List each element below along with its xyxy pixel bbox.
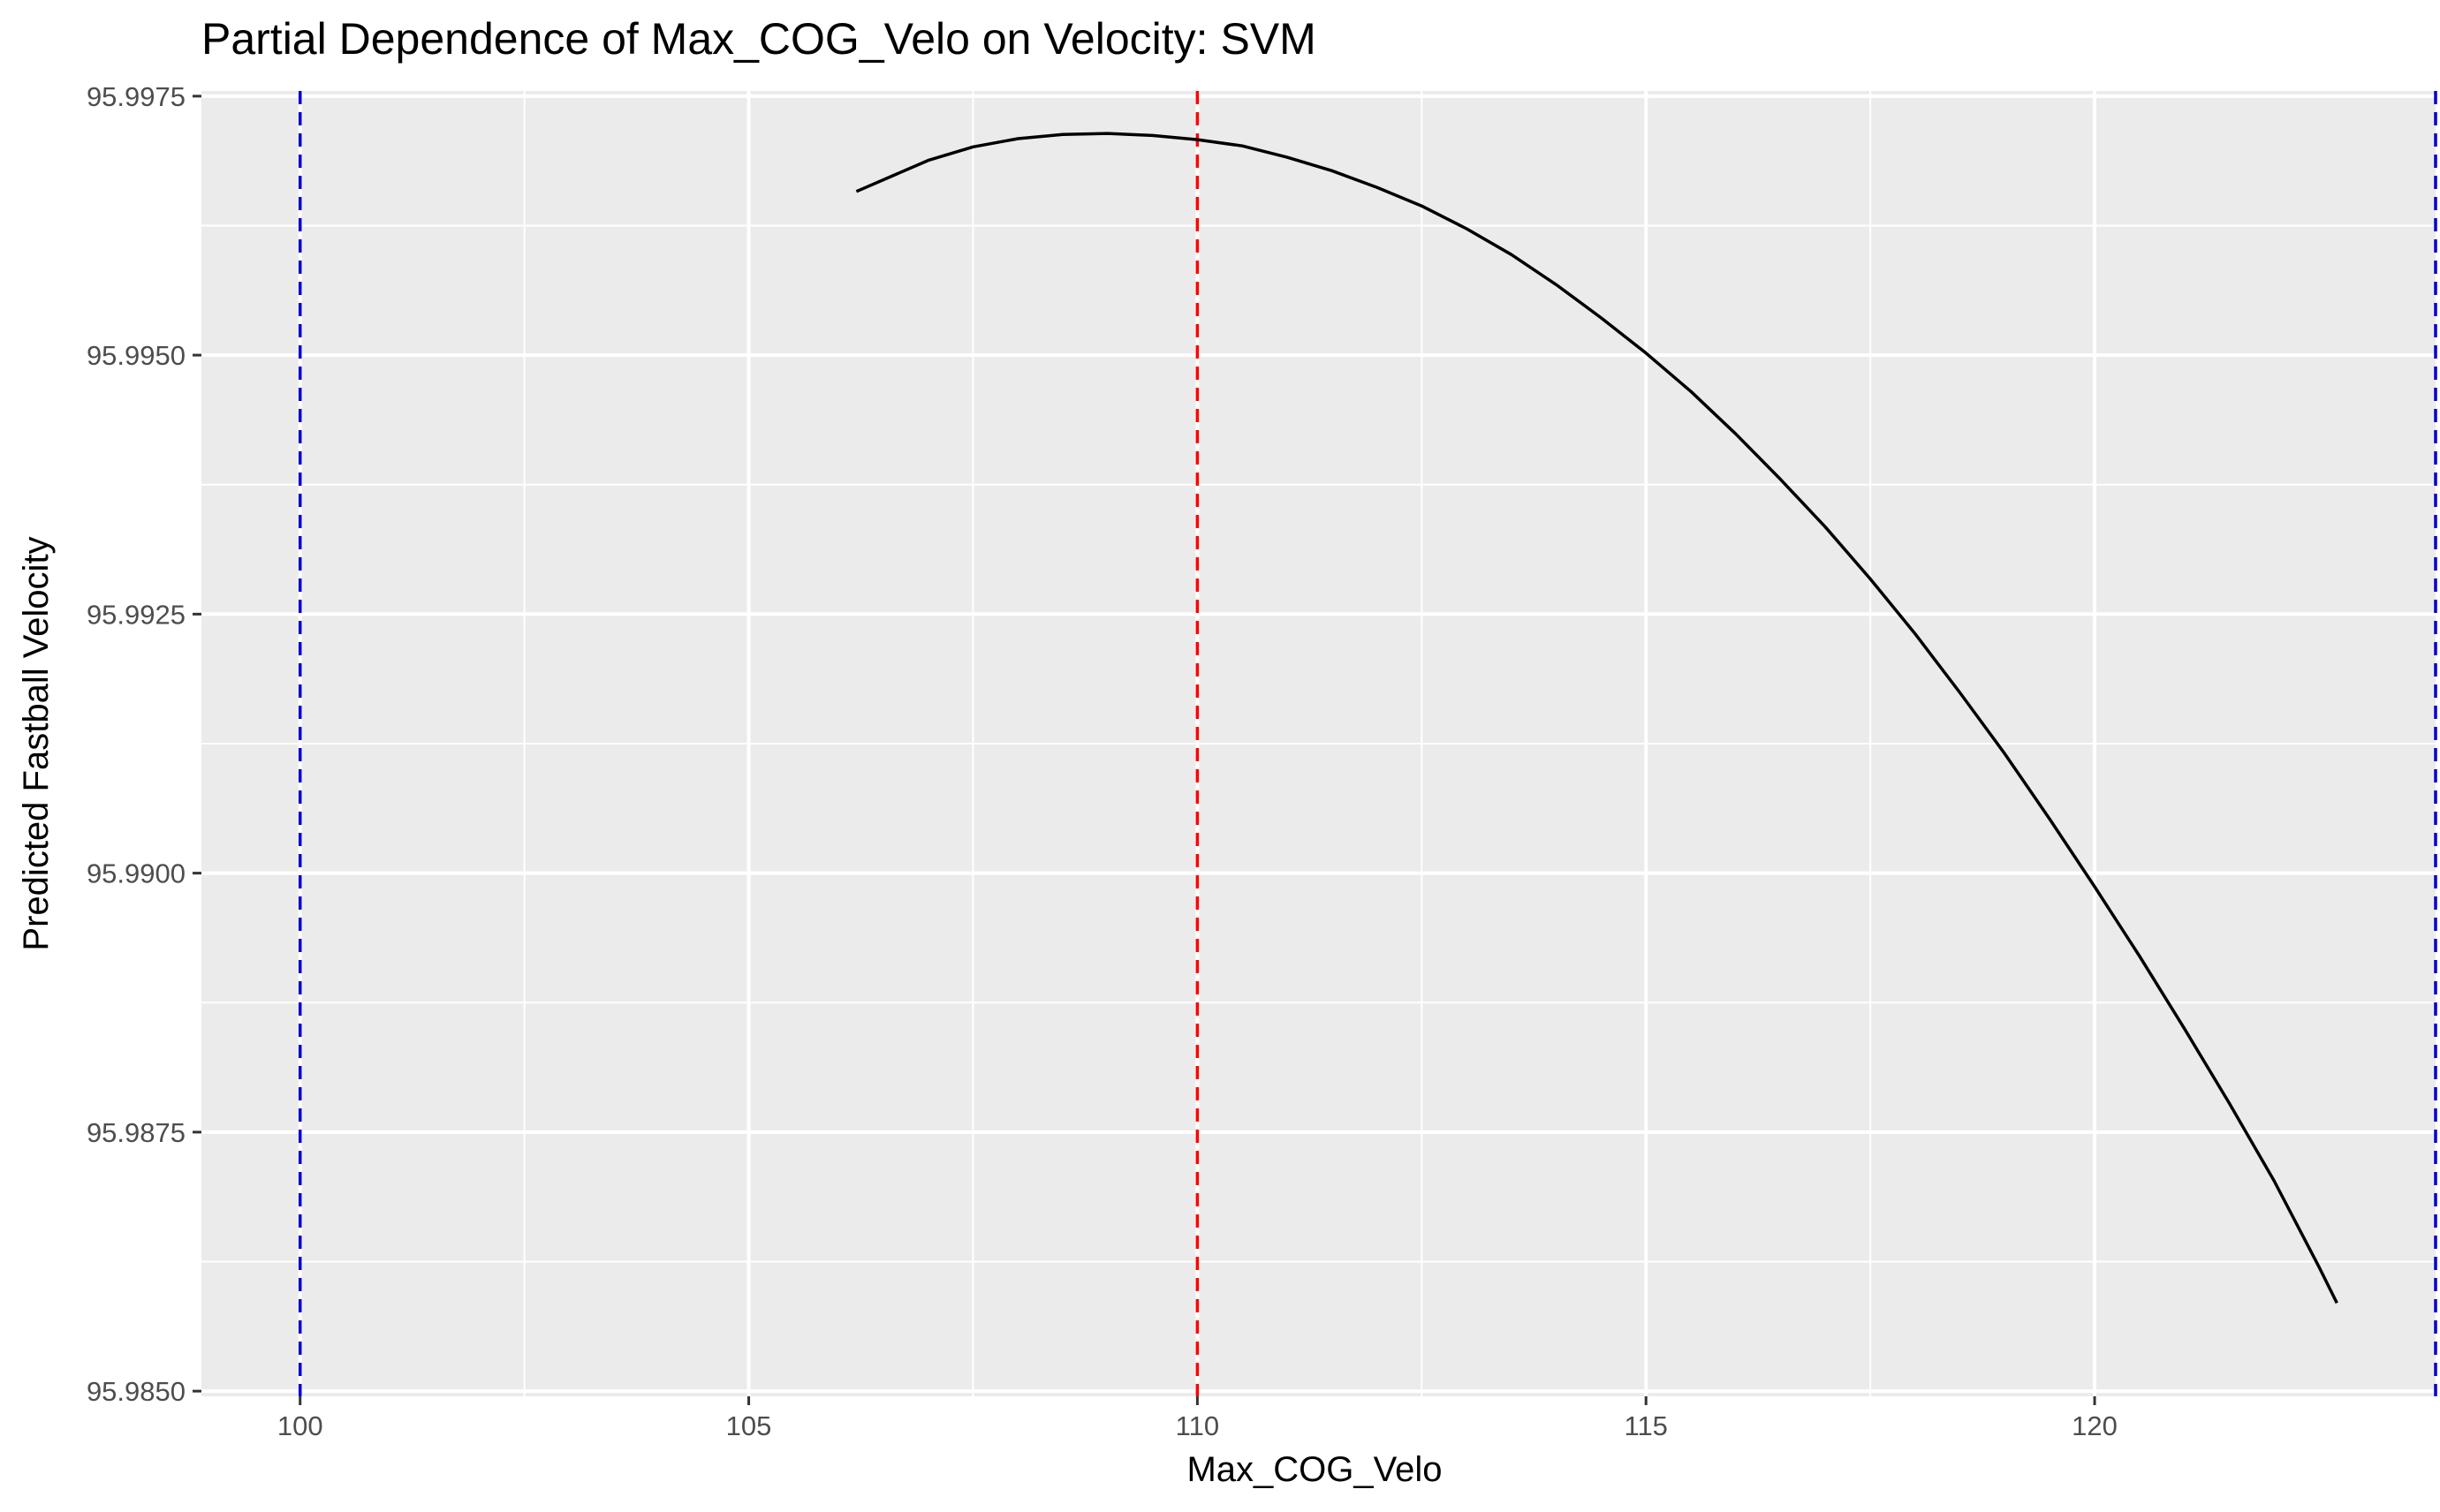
reference-lines: [298, 91, 2437, 1396]
series-line: [855, 132, 2338, 1304]
x-tick-label: 110: [1176, 1410, 1219, 1441]
y-tick-label: 95.9900: [87, 858, 186, 889]
minor-gridlines: [201, 91, 2436, 1396]
y-axis-title: Predicted Fastball Velocity: [17, 536, 56, 950]
y-tick-label: 95.9925: [87, 599, 186, 630]
x-tick-label: 100: [277, 1410, 323, 1441]
x-tick-label: 120: [2072, 1410, 2118, 1441]
x-axis: 100 105 110 115 120: [277, 1396, 2118, 1441]
x-axis-title: Max_COG_Velo: [1186, 1450, 1442, 1489]
chart-title: Partial Dependence of Max_COG_Velo on Ve…: [201, 14, 1316, 64]
series-layer: [855, 132, 2338, 1304]
x-tick-label: 105: [726, 1410, 772, 1441]
y-tick-label: 95.9975: [87, 81, 186, 112]
y-tick-label: 95.9850: [87, 1376, 186, 1407]
y-tick-label: 95.9950: [87, 340, 186, 371]
y-tick-label: 95.9875: [87, 1117, 186, 1148]
y-axis: 95.9850 95.9875 95.9900 95.9925 95.9950 95.99…: [87, 81, 201, 1407]
x-tick-label: 115: [1625, 1410, 1668, 1441]
